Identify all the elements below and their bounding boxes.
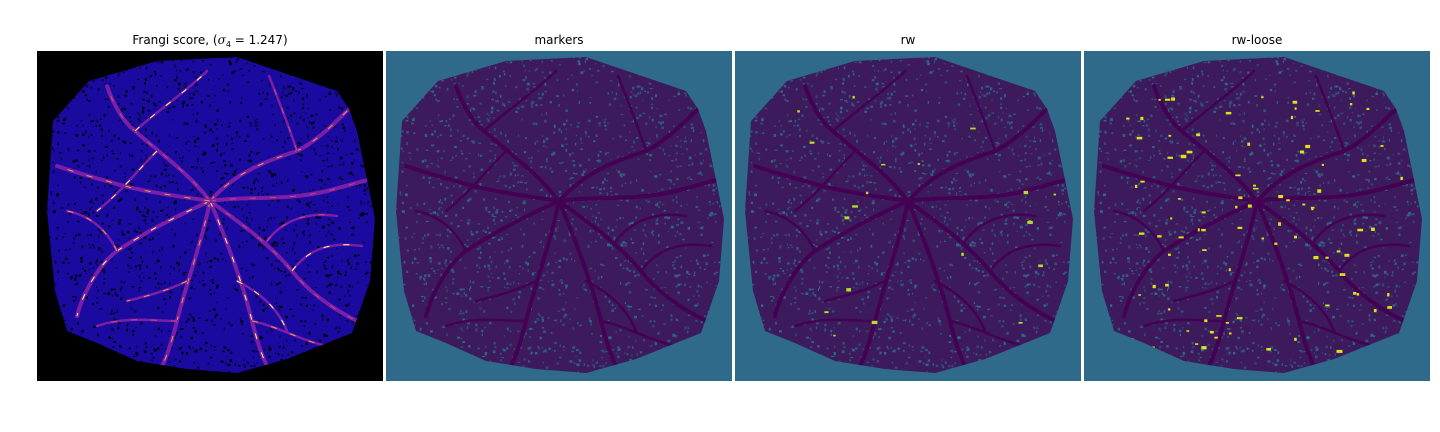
image-rw	[735, 51, 1081, 381]
panel-title-markers: markers	[534, 33, 584, 47]
panel-title-rw: rw	[900, 33, 916, 47]
image-frangi	[37, 51, 383, 381]
panel-title-frangi-suffix: = 1.247)	[230, 33, 288, 47]
panel-title-rw-loose: rw-loose	[1231, 33, 1283, 47]
image-rw-loose	[1084, 51, 1430, 381]
image-rw-canvas	[735, 51, 1081, 381]
image-markers-canvas	[386, 51, 732, 381]
image-rw-loose-canvas	[1084, 51, 1430, 381]
image-frangi-canvas	[37, 51, 383, 381]
sigma-symbol: σ	[217, 33, 226, 47]
panel-title-frangi: Frangi score, (σ4 = 1.247)	[37, 33, 383, 49]
sigma-subscript: 4	[225, 40, 231, 49]
image-markers	[386, 51, 732, 381]
panel-title-frangi-prefix: Frangi score, (	[132, 33, 218, 47]
